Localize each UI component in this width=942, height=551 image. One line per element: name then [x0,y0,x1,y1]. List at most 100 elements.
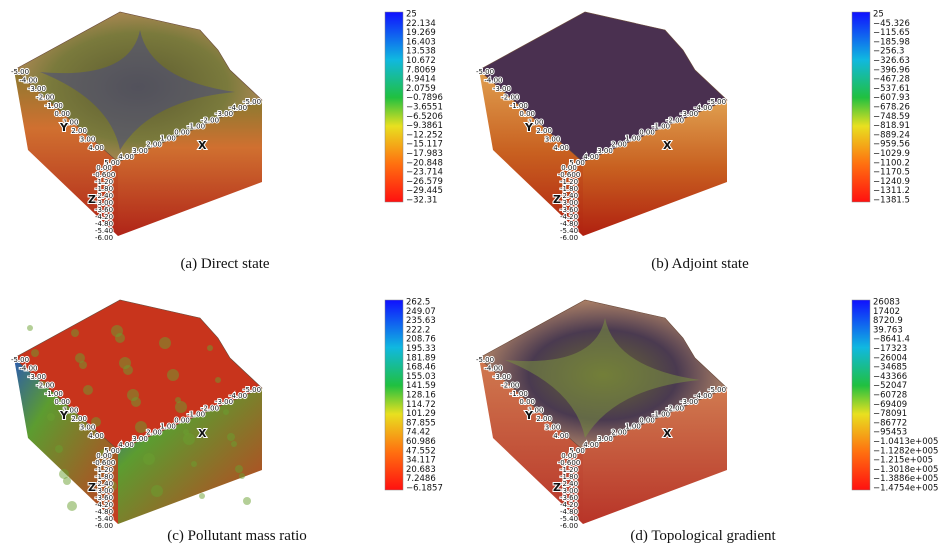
panel: -5.00-4.00-3.00-2.00-1.000.001.002.003.0… [11,10,443,243]
axis-tick-label: 4.00 [88,432,104,440]
panel: -5.00-4.00-3.00-2.00-1.000.001.002.003.0… [11,298,443,531]
texture-spot [207,345,213,351]
axis-tick-label: -5.00 [243,386,261,394]
texture-spot [59,469,69,479]
texture-spot [239,473,245,479]
axis-tick-label: 2.00 [536,127,552,135]
texture-spot [215,377,221,383]
axis-tick-label: 0.00 [519,398,535,406]
axis-tick-label: -6.00 [560,234,578,242]
axis-tick-label: 3.00 [545,136,561,144]
axis-tick-label: -4.00 [19,76,37,84]
panel: -5.00-4.00-3.00-2.00-1.000.001.002.003.0… [476,298,939,531]
colorbar-label: −1381.5 [873,196,910,206]
colorbar-label: −6.1857 [406,484,443,494]
texture-spot [223,409,229,415]
texture-spot [47,413,55,421]
texture-spot [31,349,39,357]
axis-tick-label: -5.00 [708,386,726,394]
axis-tick-label: -4.00 [19,364,37,372]
axis-tick-label: -5.00 [476,356,494,364]
texture-spot [183,429,189,435]
axis-tick-label: 2.00 [536,415,552,423]
axis-label: Z [88,193,96,206]
axis-tick-label: 4.00 [553,432,569,440]
colorbar [385,300,403,490]
caption: (d) Topological gradient [630,528,776,544]
cube-render [14,12,262,236]
axis-label: X [663,427,672,440]
axis-tick-label: -2.00 [36,381,54,389]
texture-spot [127,389,139,401]
axis-label: Y [59,121,69,134]
axis-tick-label: -1.00 [510,102,528,110]
cube-render [479,300,727,524]
texture-spot [227,433,235,441]
axis-tick-label: -3.00 [28,85,46,93]
axis-label: X [198,139,207,152]
axis-tick-label: 4.00 [88,144,104,152]
axis-label: X [198,427,207,440]
axis-tick-label: 4.00 [553,144,569,152]
axis-tick-label: -6.00 [95,234,113,242]
axis-tick-label: -3.00 [28,373,46,381]
texture-spot [143,453,155,465]
axis-tick-label: 3.00 [545,424,561,432]
axis-tick-label: 3.00 [80,136,96,144]
texture-spot [111,325,123,337]
texture-spot [83,385,93,395]
axis-tick-label: -2.00 [36,93,54,101]
colorbar [385,12,403,202]
axis-tick-label: -4.00 [484,364,502,372]
texture-spot [191,461,197,467]
axis-tick-label: -3.00 [493,85,511,93]
axis-tick-label: -2.00 [501,381,519,389]
axis-tick-label: -6.00 [95,522,113,530]
texture-spot [75,353,85,363]
texture-spot [151,485,163,497]
axis-tick-label: -5.00 [243,98,261,106]
caption: (c) Pollutant mass ratio [167,528,307,544]
texture-spot [175,401,187,413]
colorbar [852,12,870,202]
cube-render [479,12,727,236]
texture-spot [67,501,77,511]
axis-tick-label: 2.00 [71,415,87,423]
axis-tick-label: -5.00 [11,356,29,364]
texture-spot [183,433,195,445]
panel: -5.00-4.00-3.00-2.00-1.000.001.002.003.0… [476,10,910,243]
axis-tick-label: 0.00 [54,398,70,406]
texture-spot [159,337,171,349]
texture-spot [235,465,243,473]
texture-spot [55,445,63,453]
texture-spot [175,397,181,403]
colorbar-label: −32.31 [406,196,437,206]
axis-tick-label: -1.00 [45,102,63,110]
axis-tick-label: -5.00 [708,98,726,106]
cube-render [14,300,262,524]
colorbar-label: −1.4754e+005 [873,484,938,494]
axis-tick-label: -2.00 [501,93,519,101]
texture-spot [167,369,179,381]
caption: (b) Adjoint state [651,256,749,272]
axis-tick-label: 0.00 [54,110,70,118]
figure: -5.00-4.00-3.00-2.00-1.000.001.002.003.0… [0,0,942,551]
axis-tick-label: -5.00 [476,68,494,76]
axis-label: X [663,139,672,152]
axis-label: Z [553,193,561,206]
axis-label: Y [524,121,534,134]
texture-spot [27,325,33,331]
axis-tick-label: -1.00 [45,390,63,398]
axis-tick-label: -5.00 [11,68,29,76]
texture-spot [71,329,79,337]
axis-label: Z [88,481,96,494]
axis-label: Z [553,481,561,494]
axis-label: Y [59,409,69,422]
texture-spot [199,493,205,499]
axis-tick-label: -6.00 [560,522,578,530]
texture-spot [135,421,147,433]
texture-spot [231,441,237,447]
axis-tick-label: 3.00 [80,424,96,432]
caption: (a) Direct state [180,256,269,272]
texture-spot [243,497,251,505]
